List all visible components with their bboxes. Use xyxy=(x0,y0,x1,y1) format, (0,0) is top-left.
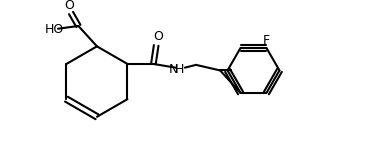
Text: F: F xyxy=(263,34,270,47)
Text: O: O xyxy=(153,30,163,43)
Text: HO: HO xyxy=(45,23,64,36)
Text: N: N xyxy=(169,63,178,76)
Text: H: H xyxy=(175,63,184,76)
Text: O: O xyxy=(64,0,74,12)
